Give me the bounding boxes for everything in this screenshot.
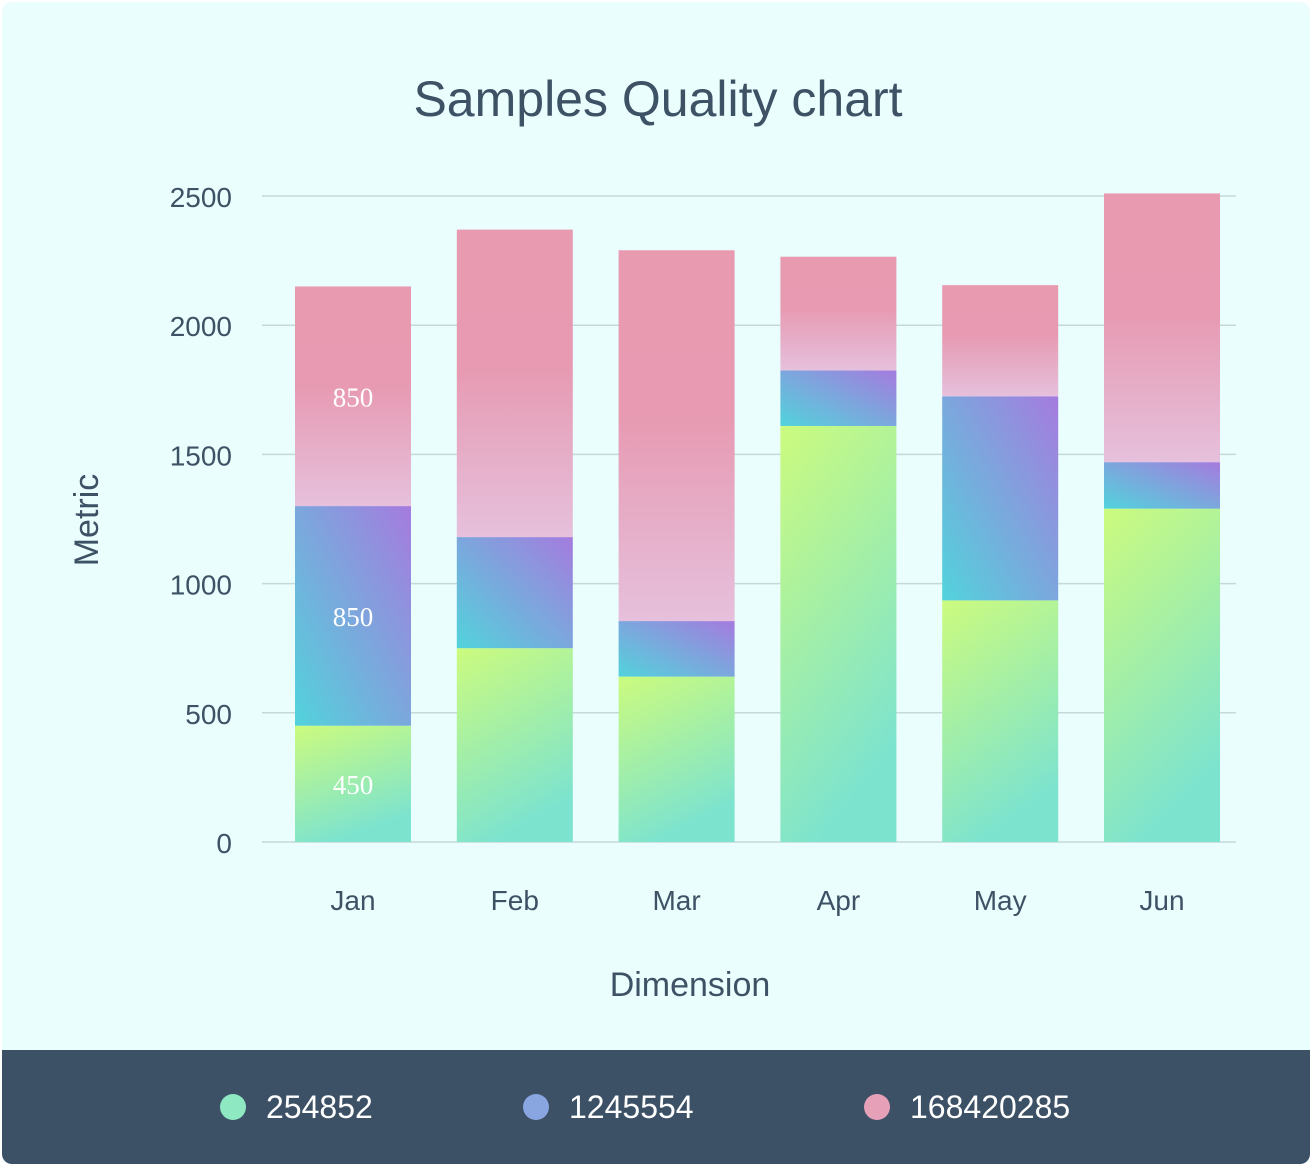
bar-apr-series-3[interactable]	[780, 256, 897, 371]
x-tick-label: Jan	[330, 885, 375, 916]
bar-may-series-3[interactable]	[942, 285, 1059, 397]
legend: 254852 1245554 168420285	[2, 1050, 1310, 1164]
bar-may-series-1[interactable]	[942, 600, 1059, 842]
bar-feb-series-1[interactable]	[456, 648, 573, 842]
legend-item-series-3[interactable]: 168420285	[864, 1050, 1070, 1164]
y-tick-label: 2000	[170, 311, 232, 342]
legend-label: 254852	[266, 1088, 373, 1125]
x-tick-label: Feb	[491, 885, 539, 916]
legend-label: 1245554	[569, 1088, 694, 1125]
bar-may-series-2[interactable]	[942, 396, 1059, 601]
legend-label: 168420285	[910, 1088, 1071, 1125]
data-labels: 450 850 850	[333, 382, 374, 800]
y-axis-title: Metric	[68, 474, 106, 567]
legend-item-series-2[interactable]: 1245554	[523, 1050, 694, 1164]
legend-dot-icon	[220, 1094, 246, 1120]
data-label: 450	[333, 770, 374, 800]
legend-item-series-1[interactable]: 254852	[220, 1050, 373, 1164]
y-axis-ticks: 0 500 1000 1500 2000 2500	[170, 182, 232, 859]
bar-jan-series-2[interactable]	[295, 506, 411, 726]
bar-feb-series-3[interactable]	[456, 229, 573, 538]
x-axis-ticks: Jan Feb Mar Apr May Jun	[330, 885, 1184, 916]
y-tick-label: 1500	[170, 440, 232, 471]
bar-jun-series-1[interactable]	[1104, 508, 1220, 842]
x-tick-label: Apr	[817, 885, 861, 916]
legend-dot-icon	[864, 1094, 890, 1120]
y-tick-label: 1000	[170, 570, 232, 601]
bars	[295, 193, 1220, 842]
x-tick-label: Mar	[652, 885, 700, 916]
chart-area: 0 500 1000 1500 2000 2500 450 850 850 Jan Feb Mar…	[68, 71, 1236, 1004]
data-label: 850	[333, 382, 374, 412]
x-tick-label: Jun	[1139, 885, 1184, 916]
x-axis-title: Dimension	[610, 966, 771, 1004]
x-tick-label: May	[974, 885, 1027, 916]
y-tick-label: 0	[216, 828, 232, 859]
data-label: 850	[333, 602, 374, 632]
bar-jun-series-2[interactable]	[1104, 462, 1220, 509]
bar-mar-series-3[interactable]	[618, 250, 735, 622]
bar-jun-series-3[interactable]	[1104, 193, 1220, 463]
bar-mar-series-1[interactable]	[618, 676, 735, 842]
bar-feb-series-2[interactable]	[456, 537, 573, 649]
y-tick-label: 2500	[170, 182, 232, 213]
bar-jan-series-3[interactable]	[295, 286, 411, 507]
gridlines	[262, 195, 1236, 843]
y-tick-label: 500	[185, 699, 232, 730]
legend-dot-icon	[523, 1094, 549, 1120]
bar-jan-series-1[interactable]	[295, 725, 411, 842]
chart-title: Samples Quality chart	[413, 71, 902, 127]
bar-apr-series-2[interactable]	[780, 370, 897, 426]
bar-mar-series-2[interactable]	[618, 621, 735, 677]
bar-apr-series-1[interactable]	[780, 425, 897, 842]
